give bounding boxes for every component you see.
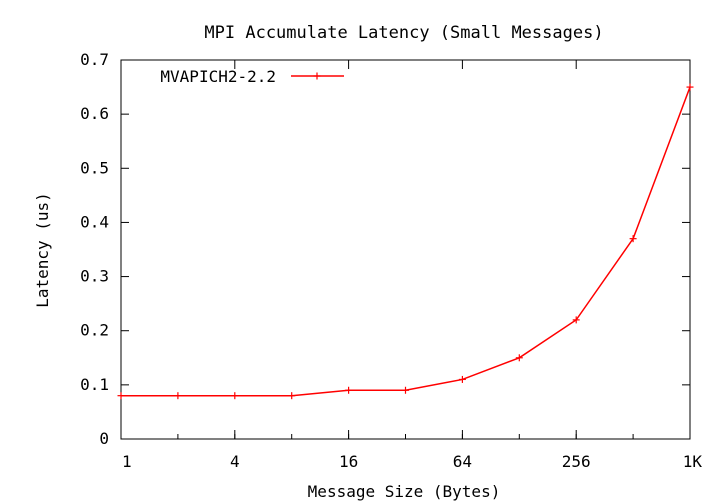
plot-frame bbox=[120, 59, 691, 440]
x-tick-label: 16 bbox=[339, 452, 358, 471]
data-point bbox=[629, 235, 637, 243]
data-point bbox=[515, 354, 523, 362]
y-tick-label: 0 bbox=[99, 429, 109, 448]
y-axis-ticks: 0 0.1 0.2 0.3 0.4 0.5 0.6 0.7 bbox=[80, 50, 690, 448]
chart-title: MPI Accumulate Latency (Small Messages) bbox=[204, 23, 603, 43]
y-tick-label: 0.5 bbox=[80, 158, 109, 177]
series-layer bbox=[117, 83, 694, 400]
x-tick-label: 1K bbox=[683, 452, 703, 471]
y-tick-label: 0.3 bbox=[80, 267, 109, 286]
data-point bbox=[458, 375, 466, 383]
y-tick-label: 0.4 bbox=[80, 212, 109, 231]
y-axis-label: Latency (us) bbox=[33, 192, 52, 308]
x-tick-label: 64 bbox=[453, 452, 472, 471]
x-tick-label: 256 bbox=[562, 452, 591, 471]
data-point bbox=[174, 392, 182, 400]
y-tick-label: 0.2 bbox=[80, 321, 109, 340]
data-point bbox=[345, 386, 353, 394]
legend: MVAPICH2-2.2 bbox=[160, 67, 344, 86]
data-point bbox=[402, 386, 409, 394]
data-point bbox=[117, 392, 125, 400]
x-tick-label: 4 bbox=[230, 452, 240, 471]
series-line bbox=[121, 86, 691, 397]
data-point bbox=[231, 392, 239, 400]
y-tick-label: 0.1 bbox=[80, 375, 109, 394]
data-point bbox=[572, 316, 580, 324]
x-axis-label: Message Size (Bytes) bbox=[308, 482, 501, 501]
x-axis-ticks: 1 4 16 64 256 1K bbox=[120, 60, 703, 471]
data-point bbox=[288, 392, 296, 400]
x-tick-label: 1 bbox=[122, 452, 132, 471]
y-tick-label: 0.6 bbox=[80, 104, 109, 123]
legend-marker bbox=[313, 72, 321, 80]
data-point bbox=[686, 83, 694, 91]
legend-label: MVAPICH2-2.2 bbox=[160, 67, 276, 86]
y-tick-label: 0.7 bbox=[80, 50, 109, 69]
